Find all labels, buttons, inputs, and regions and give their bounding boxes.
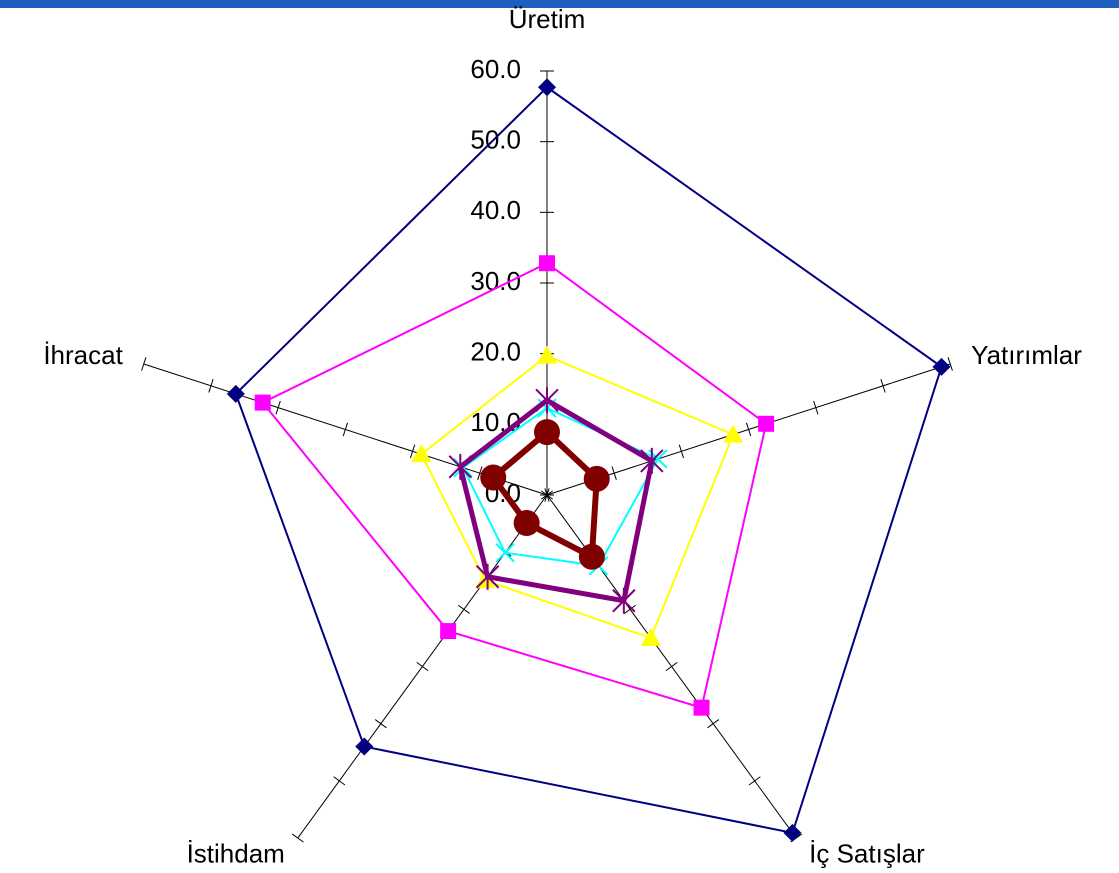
marker <box>578 543 605 570</box>
tick-mark <box>544 488 550 502</box>
marker <box>583 465 610 492</box>
category-label: İhracat <box>43 340 123 370</box>
marker <box>693 699 710 716</box>
tick-mark <box>291 833 304 843</box>
tick-mark <box>275 400 281 415</box>
category-label: İstihdam <box>187 839 285 869</box>
tick-mark <box>624 604 637 614</box>
category-label: İç Satışlar <box>809 839 925 869</box>
marker <box>226 384 245 403</box>
tick-mark <box>342 422 349 437</box>
tick-mark <box>880 379 886 393</box>
series-line <box>234 85 943 835</box>
marker <box>537 345 557 364</box>
tick-mark <box>678 444 685 459</box>
top-bar <box>0 0 1119 8</box>
marker <box>355 737 374 756</box>
series-line <box>261 262 768 709</box>
tick-mark <box>947 357 953 371</box>
marker <box>640 447 664 474</box>
marker <box>534 419 560 446</box>
y-tick-label: 40.0 <box>470 195 521 225</box>
marker <box>513 510 540 537</box>
tick-mark <box>611 466 617 480</box>
marker <box>612 587 636 614</box>
marker <box>440 623 457 640</box>
marker <box>539 255 555 272</box>
marker <box>783 823 802 842</box>
series-line <box>420 354 735 640</box>
marker <box>495 543 515 563</box>
tick-mark <box>748 776 761 786</box>
tick-mark <box>745 422 752 437</box>
marker <box>475 563 500 590</box>
tick-mark <box>374 719 387 729</box>
marker <box>448 453 473 480</box>
marker <box>538 78 556 97</box>
tick-mark <box>208 379 214 393</box>
tick-mark <box>813 400 819 415</box>
series-line <box>457 397 655 604</box>
marker <box>411 444 432 463</box>
marker <box>535 387 559 414</box>
series-line <box>461 406 660 567</box>
category-label: Yatırımlar <box>971 340 1082 370</box>
tick-mark <box>707 719 720 729</box>
marker <box>480 464 507 491</box>
tick-mark <box>409 444 416 459</box>
tick-mark <box>333 776 346 786</box>
y-tick-label: 50.0 <box>470 125 521 155</box>
y-tick-label: 30.0 <box>470 266 521 296</box>
marker <box>758 415 775 432</box>
tick-mark <box>457 604 470 614</box>
tick-mark <box>416 661 429 672</box>
marker <box>254 394 271 411</box>
tick-mark <box>665 661 678 672</box>
y-tick-label: 60.0 <box>470 54 521 84</box>
marker <box>640 627 661 646</box>
marker <box>932 357 951 376</box>
tick-mark <box>141 357 147 371</box>
y-tick-label: 20.0 <box>470 337 521 367</box>
tick-mark <box>477 466 483 480</box>
marker <box>723 424 744 443</box>
category-label: Üretim <box>509 4 586 34</box>
